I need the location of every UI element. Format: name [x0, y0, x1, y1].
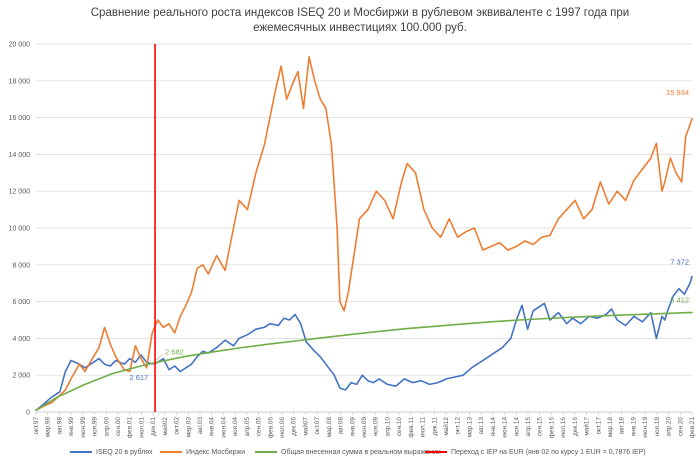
chart-title-line-2: ежемесячных инвестициях 100.000 руб.: [253, 22, 467, 34]
x-tick-label: фев.11: [408, 417, 415, 438]
legend-label-marker: Переход с IEP на EUR (янв 02 по курсу 1 …: [451, 449, 646, 456]
x-tick-label: май02: [161, 417, 169, 436]
x-tick-label: окт.12: [455, 417, 462, 435]
x-tick-label: дек.06: [291, 417, 298, 436]
legend-item-moex: Индекс Мосбиржи: [160, 449, 245, 456]
x-tick-label: май12: [442, 417, 450, 436]
x-tick-label: сен.05: [256, 417, 263, 437]
legend-label-moex: Индекс Мосбиржи: [186, 449, 246, 456]
x-tick-label: апр.05: [244, 417, 251, 437]
x-tick-label: ноя.04: [232, 417, 239, 437]
x-tick-label: июл.06: [279, 417, 286, 438]
x-tick-label: янв.14: [490, 417, 497, 437]
x-tick-label: сен.10: [396, 417, 403, 437]
x-tick-label: дек.16: [572, 417, 579, 436]
x-tick-label: авг.98: [56, 417, 63, 435]
y-tick-label: 4 000: [12, 336, 30, 343]
data-labels: 7 372 15 934 5 412 2 617 2 682: [129, 88, 689, 382]
x-tick-label: мар.18: [607, 417, 614, 438]
x-tick-label: апр.20: [666, 417, 673, 437]
x-tick-label: мар.08: [326, 417, 333, 438]
series-line-total: [35, 311, 693, 412]
series-line-iseq: [35, 275, 693, 412]
x-tick-label: июл.01: [138, 417, 145, 438]
x-tick-label: фев.01: [127, 417, 134, 439]
x-tick-label: янв.19: [630, 417, 637, 437]
x-tick-label: апр.00: [103, 417, 110, 437]
x-tick-label: май17: [583, 417, 591, 436]
legend-swatch-total: [255, 451, 277, 454]
chart-title: Сравнение реального роста индексов ISEQ …: [60, 6, 660, 36]
x-tick-label: фев.21: [689, 417, 696, 439]
x-tick-label: апр.15: [525, 417, 532, 437]
x-tick-label: ноя.09: [373, 417, 380, 437]
x-tick-label: янв.04: [209, 417, 216, 437]
series-lines: [35, 44, 693, 412]
x-tick-label: сен.20: [677, 417, 684, 437]
legend-label-iseq: ISEQ 20 в рублях: [96, 449, 153, 456]
end-label-total: 5 412: [670, 295, 689, 304]
x-tick-label: янв.09: [349, 417, 356, 437]
annotation-iseq-2002: 2 617: [129, 373, 148, 382]
y-tick-label: 0: [26, 410, 30, 417]
end-label-moex: 15 934: [666, 88, 689, 97]
y-axis-ticks: 0 2 000 4 000 6 000 8 000 10 000 12 000 14 000 1…: [9, 42, 31, 417]
legend-swatch-moex: [160, 451, 182, 454]
y-tick-label: 8 000: [12, 262, 30, 269]
annotation-total-2002: 2 682: [165, 348, 184, 357]
x-tick-label: авг.13: [478, 417, 485, 435]
x-tick-label: июн.04: [220, 417, 227, 438]
x-tick-label: янв.99: [68, 417, 75, 437]
legend: ISEQ 20 в рублях Индекс Мосбиржи Общая в…: [0, 449, 700, 463]
y-tick-label: 20 000: [9, 42, 31, 49]
x-tick-label: июл.11: [420, 417, 427, 438]
x-tick-label: ноя.99: [92, 417, 99, 437]
x-tick-label: ноя.14: [513, 417, 520, 437]
x-tick-label: июн.99: [80, 417, 87, 438]
x-tick-label: фев.16: [548, 417, 555, 439]
end-label-iseq: 7 372: [670, 257, 689, 266]
x-tick-label: окт.02: [174, 417, 181, 435]
y-tick-label: 18 000: [9, 78, 31, 85]
x-tick-label: мар.98: [45, 417, 52, 438]
x-tick-label: июл.16: [560, 417, 567, 438]
y-tick-label: 6 000: [12, 299, 30, 306]
x-tick-label: дек.01: [150, 417, 157, 436]
x-tick-label: июн.14: [502, 417, 509, 438]
x-tick-label: май07: [301, 417, 309, 436]
series-line-moex: [35, 56, 693, 412]
x-tick-label: мар.03: [185, 417, 192, 438]
legend-swatch-iseq: [70, 451, 92, 454]
x-tick-label: авг.08: [338, 417, 345, 435]
y-tick-label: 10 000: [9, 226, 31, 233]
legend-item-marker: Переход с IEP на EUR (янв 02 по курсу 1 …: [425, 449, 646, 456]
gridlines: [36, 43, 692, 413]
x-tick-label: окт.17: [595, 417, 602, 435]
annotation-leader: [155, 353, 164, 361]
legend-swatch-marker: [425, 451, 447, 454]
x-tick-label: авг.03: [197, 417, 204, 435]
chart-title-line-1: Сравнение реального роста индексов ISEQ …: [90, 7, 630, 19]
y-tick-label: 12 000: [9, 189, 31, 196]
x-tick-label: дек.11: [431, 417, 438, 436]
x-tick-label: сен.15: [537, 417, 544, 437]
legend-label-total: Общая внесенная сумма в реальном выражен…: [281, 449, 441, 456]
x-tick-label: мар.13: [466, 417, 473, 438]
x-tick-label: июн.09: [361, 417, 368, 438]
x-tick-label: сен.00: [115, 417, 122, 437]
y-tick-label: 2 000: [12, 373, 30, 380]
legend-item-total: Общая внесенная сумма в реальном выражен…: [255, 449, 441, 456]
x-tick-label: фев.06: [267, 417, 274, 439]
x-tick-label: ноя.19: [654, 417, 661, 437]
legend-item-iseq: ISEQ 20 в рублях: [70, 449, 153, 456]
x-axis: окт.97 мар.98 авг.98 янв.99 июн.99 ноя.99 апр.…: [33, 412, 696, 438]
x-tick-label: окт.97: [33, 417, 40, 435]
x-tick-label: авг.18: [619, 417, 626, 435]
x-tick-label: окт.07: [314, 417, 321, 435]
y-tick-label: 14 000: [9, 152, 31, 159]
x-tick-label: апр.10: [384, 417, 391, 437]
x-tick-label: июн.19: [642, 417, 649, 438]
y-tick-label: 16 000: [9, 115, 31, 122]
